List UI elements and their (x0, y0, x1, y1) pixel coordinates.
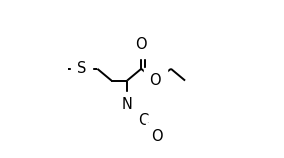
Text: O: O (135, 37, 147, 52)
Text: S: S (77, 61, 86, 76)
Text: N: N (122, 97, 133, 112)
Text: O: O (151, 129, 163, 144)
Text: C: C (138, 113, 148, 128)
Text: O: O (149, 73, 161, 88)
